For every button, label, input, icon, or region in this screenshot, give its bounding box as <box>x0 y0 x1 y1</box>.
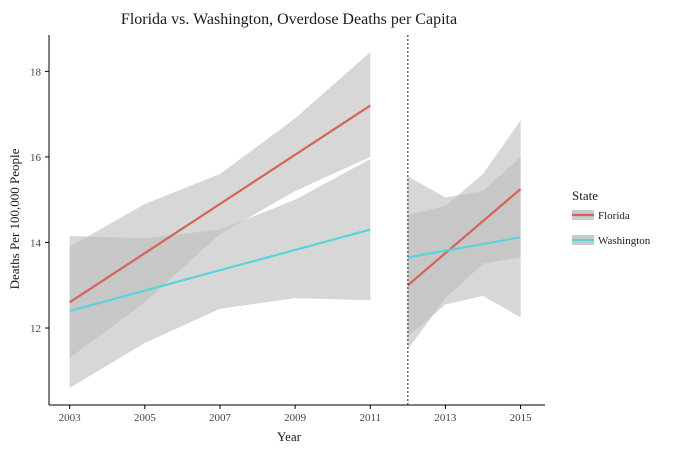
florida-legend-label: Florida <box>598 210 630 222</box>
legend-title: State <box>572 188 598 203</box>
x-tick-label: 2003 <box>59 412 82 424</box>
florida-line-segment-1 <box>69 104 371 304</box>
y-axis-title: Deaths Per 100,000 People <box>7 148 22 289</box>
y-tick-label: 12 <box>30 323 41 335</box>
washington-legend-label: Washington <box>598 235 651 247</box>
legend: State Florida Washington <box>572 188 651 247</box>
x-tick-label: 2011 <box>359 412 381 424</box>
washington-line-segment-2 <box>407 236 521 259</box>
axes <box>48 35 545 406</box>
y-tick-label: 16 <box>30 152 42 164</box>
x-ticks: 2003 2005 2007 2009 2011 2013 2015 <box>59 405 532 424</box>
x-tick-label: 2009 <box>284 412 307 424</box>
x-tick-label: 2015 <box>510 412 533 424</box>
series-lines <box>69 104 522 312</box>
x-axis-title: Year <box>277 429 302 444</box>
confidence-bands <box>69 52 521 388</box>
x-tick-label: 2005 <box>134 412 157 424</box>
x-tick-label: 2007 <box>209 412 232 424</box>
y-tick-label: 14 <box>30 237 42 249</box>
florida-line-segment-2 <box>407 188 522 287</box>
y-tick-label: 18 <box>30 66 42 78</box>
washington-line-segment-1 <box>69 228 371 312</box>
washington-band-segment-1 <box>69 159 371 388</box>
x-tick-label: 2013 <box>434 412 457 424</box>
chart-title: Florida vs. Washington, Overdose Deaths … <box>121 11 457 28</box>
y-ticks: 12 14 16 18 <box>30 66 49 335</box>
